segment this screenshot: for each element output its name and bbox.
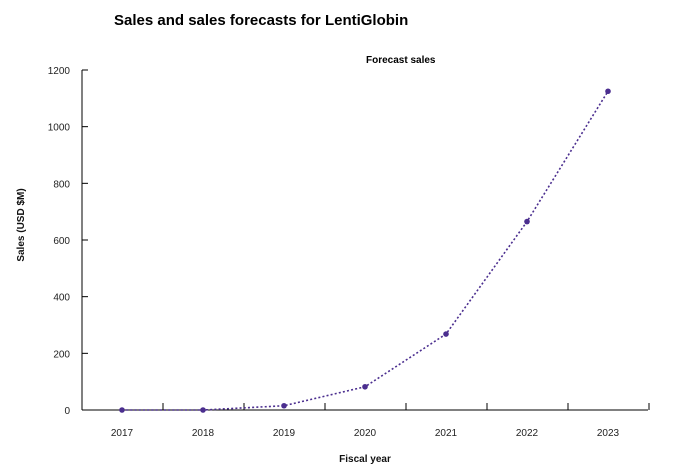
x-tick-label: 2022 xyxy=(516,428,539,439)
y-tick-label: 1200 xyxy=(48,66,71,77)
data-point xyxy=(524,218,530,225)
x-axis-title: Fiscal year xyxy=(339,454,391,464)
y-tick-label: 0 xyxy=(64,406,70,417)
y-tick-label: 800 xyxy=(53,179,70,190)
x-tick-label: 2017 xyxy=(111,428,134,439)
series-forecast-sales xyxy=(119,88,611,413)
data-point xyxy=(200,407,206,413)
x-tick-label: 2020 xyxy=(354,428,377,439)
y-tick-label: 600 xyxy=(53,236,70,247)
data-point xyxy=(443,331,449,337)
axes xyxy=(81,70,648,411)
y-ticks: 0 200 400 600 800 1000 1200 xyxy=(48,66,88,417)
chart-title: Sales and sales forecasts for LentiGlobi… xyxy=(114,12,408,29)
y-tick-label: 1000 xyxy=(48,123,71,134)
x-tick-label: 2021 xyxy=(435,428,458,439)
data-point xyxy=(119,407,125,413)
y-axis-title: Sales (USD $M) xyxy=(16,188,27,261)
x-ticks: 2017 2018 2019 2020 2021 2022 2023 xyxy=(81,403,650,439)
y-tick-label: 200 xyxy=(53,349,70,360)
series-line xyxy=(122,90,609,411)
x-tick-label: 2023 xyxy=(597,428,620,439)
y-tick-label: 400 xyxy=(53,293,70,304)
x-tick-label: 2018 xyxy=(192,428,215,439)
x-tick-label: 2019 xyxy=(273,428,296,439)
chart-subtitle: Forecast sales xyxy=(366,55,436,66)
data-point xyxy=(281,402,287,409)
data-point xyxy=(362,383,368,390)
data-point xyxy=(605,88,611,95)
